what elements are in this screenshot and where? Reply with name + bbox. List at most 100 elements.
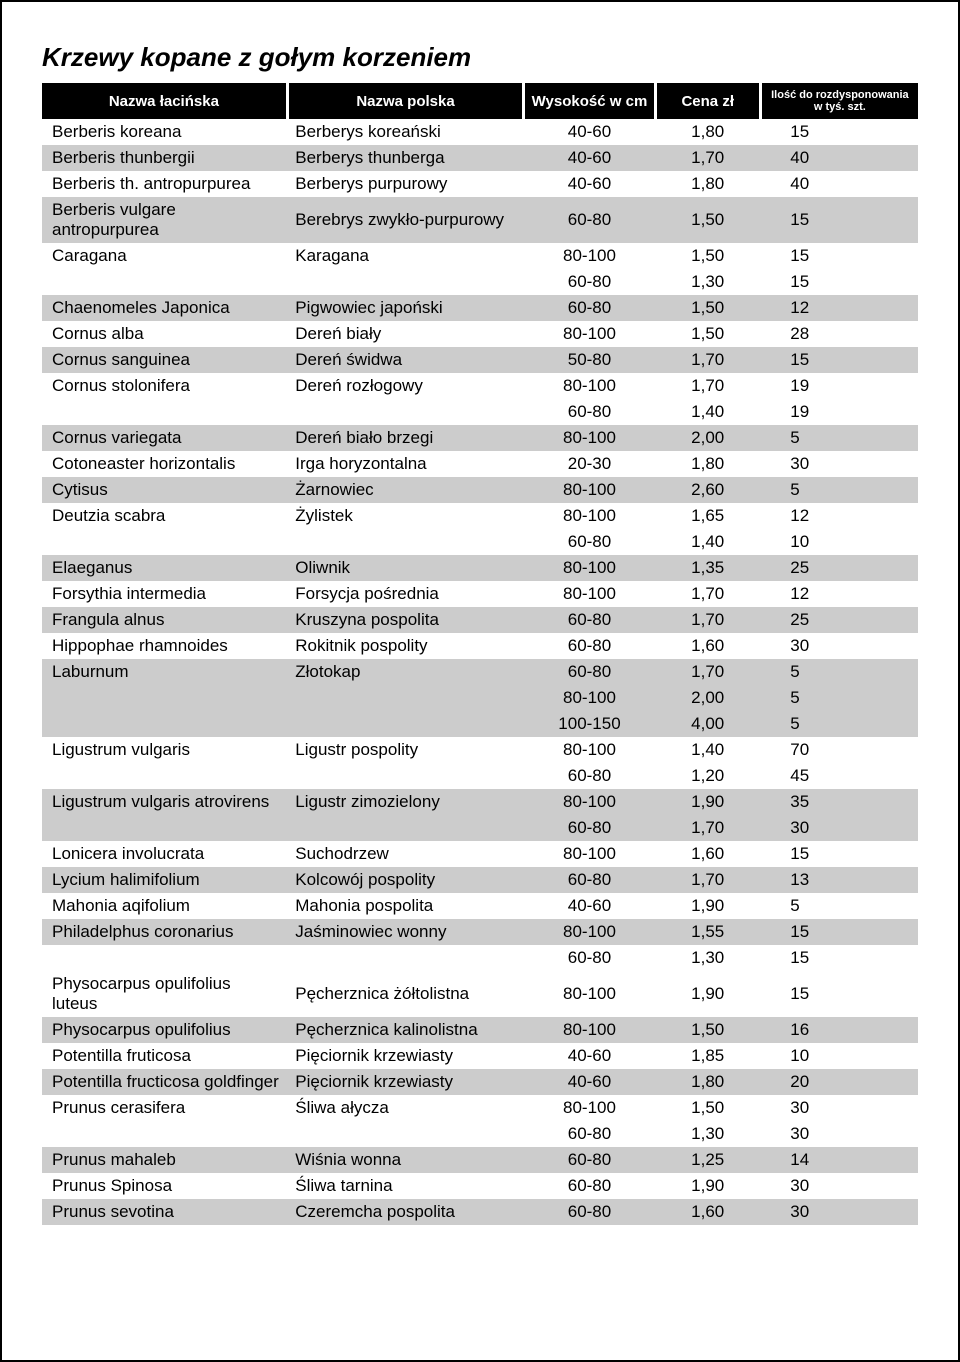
- table-row: 60-801,2045: [42, 763, 918, 789]
- cell-latin: [42, 399, 287, 425]
- table-row: Physocarpus opulifoliusPęcherznica kalin…: [42, 1017, 918, 1043]
- cell-price: 2,00: [655, 425, 760, 451]
- cell-polish: Oliwnik: [287, 555, 524, 581]
- cell-polish: Pięciornik krzewiasty: [287, 1043, 524, 1069]
- table-row: ElaeganusOliwnik80-1001,3525: [42, 555, 918, 581]
- cell-latin: Laburnum: [42, 659, 287, 685]
- cell-polish: Śliwa ałycza: [287, 1095, 524, 1121]
- cell-latin: [42, 685, 287, 711]
- cell-height: 60-80: [524, 1199, 655, 1225]
- cell-latin: [42, 945, 287, 971]
- cell-polish: Żarnowiec: [287, 477, 524, 503]
- cell-polish: [287, 1121, 524, 1147]
- table-header: Nazwa łacińska Nazwa polska Wysokość w c…: [42, 83, 918, 119]
- cell-price: 1,90: [655, 1173, 760, 1199]
- header-qty-line1: Ilość do rozdysponowania: [771, 89, 909, 101]
- table-row: Frangula alnusKruszyna pospolita60-801,7…: [42, 607, 918, 633]
- cell-price: 1,70: [655, 145, 760, 171]
- cell-height: 60-80: [524, 1147, 655, 1173]
- cell-latin: Ligustrum vulgaris: [42, 737, 287, 763]
- cell-polish: [287, 399, 524, 425]
- cell-height: 80-100: [524, 555, 655, 581]
- cell-qty: 13: [760, 867, 918, 893]
- cell-latin: Berberis vulgare antropurpurea: [42, 197, 287, 243]
- cell-price: 1,90: [655, 789, 760, 815]
- cell-qty: 10: [760, 529, 918, 555]
- cell-qty: 25: [760, 555, 918, 581]
- cell-height: 60-80: [524, 633, 655, 659]
- table-row: Potentilla fructicosa goldfingerPięciorn…: [42, 1069, 918, 1095]
- cell-price: 4,00: [655, 711, 760, 737]
- cell-price: 1,65: [655, 503, 760, 529]
- table-row: Cornus variegataDereń biało brzegi80-100…: [42, 425, 918, 451]
- header-qty-line2: w tyś. szt.: [814, 101, 866, 113]
- cell-qty: 15: [760, 919, 918, 945]
- cell-height: 60-80: [524, 763, 655, 789]
- cell-qty: 40: [760, 171, 918, 197]
- table-row: 60-801,4010: [42, 529, 918, 555]
- cell-latin: Physocarpus opulifolius: [42, 1017, 287, 1043]
- cell-polish: [287, 711, 524, 737]
- cell-polish: Kruszyna pospolita: [287, 607, 524, 633]
- cell-latin: Prunus cerasifera: [42, 1095, 287, 1121]
- cell-height: 80-100: [524, 321, 655, 347]
- cell-polish: Żylistek: [287, 503, 524, 529]
- cell-height: 60-80: [524, 269, 655, 295]
- cell-latin: Deutzia scabra: [42, 503, 287, 529]
- cell-qty: 20: [760, 1069, 918, 1095]
- cell-qty: 28: [760, 321, 918, 347]
- cell-polish: [287, 945, 524, 971]
- cell-price: 1,50: [655, 197, 760, 243]
- cell-qty: 30: [760, 1095, 918, 1121]
- cell-latin: Cornus stolonifera: [42, 373, 287, 399]
- cell-polish: Karagana: [287, 243, 524, 269]
- cell-latin: Cotoneaster horizontalis: [42, 451, 287, 477]
- cell-polish: Suchodrzew: [287, 841, 524, 867]
- cell-qty: 15: [760, 269, 918, 295]
- cell-qty: 5: [760, 711, 918, 737]
- table-row: Cornus stoloniferaDereń rozłogowy80-1001…: [42, 373, 918, 399]
- cell-price: 1,40: [655, 399, 760, 425]
- cell-height: 80-100: [524, 737, 655, 763]
- header-qty: Ilość do rozdysponowania w tyś. szt.: [760, 83, 918, 119]
- cell-qty: 5: [760, 425, 918, 451]
- table-row: Mahonia aqifoliumMahonia pospolita40-601…: [42, 893, 918, 919]
- table-row: LaburnumZłotokap60-801,705: [42, 659, 918, 685]
- header-price: Cena zł: [655, 83, 760, 119]
- table-row: Cotoneaster horizontalisIrga horyzontaln…: [42, 451, 918, 477]
- cell-qty: 30: [760, 1121, 918, 1147]
- table-row: 60-801,4019: [42, 399, 918, 425]
- cell-price: 1,30: [655, 269, 760, 295]
- table-row: Cornus albaDereń biały80-1001,5028: [42, 321, 918, 347]
- cell-polish: [287, 685, 524, 711]
- cell-qty: 15: [760, 945, 918, 971]
- table-row: Prunus sevotinaCzeremcha pospolita60-801…: [42, 1199, 918, 1225]
- cell-height: 60-80: [524, 295, 655, 321]
- cell-latin: Philadelphus coronarius: [42, 919, 287, 945]
- cell-polish: Złotokap: [287, 659, 524, 685]
- cell-polish: Śliwa tarnina: [287, 1173, 524, 1199]
- cell-latin: Prunus sevotina: [42, 1199, 287, 1225]
- header-latin: Nazwa łacińska: [42, 83, 287, 119]
- cell-price: 1,85: [655, 1043, 760, 1069]
- cell-height: 80-100: [524, 373, 655, 399]
- table-row: Prunus SpinosaŚliwa tarnina60-801,9030: [42, 1173, 918, 1199]
- cell-polish: Dereń biało brzegi: [287, 425, 524, 451]
- cell-qty: 30: [760, 1199, 918, 1225]
- cell-latin: [42, 711, 287, 737]
- cell-price: 1,60: [655, 841, 760, 867]
- cell-qty: 30: [760, 1173, 918, 1199]
- cell-qty: 70: [760, 737, 918, 763]
- cell-height: 60-80: [524, 867, 655, 893]
- cell-price: 1,40: [655, 737, 760, 763]
- cell-qty: 30: [760, 451, 918, 477]
- table-row: CytisusŻarnowiec80-1002,605: [42, 477, 918, 503]
- cell-latin: Forsythia intermedia: [42, 581, 287, 607]
- cell-polish: Dereń świdwa: [287, 347, 524, 373]
- cell-price: 1,80: [655, 119, 760, 145]
- cell-qty: 40: [760, 145, 918, 171]
- table-row: Berberis th. antropurpureaBerberys purpu…: [42, 171, 918, 197]
- table-row: Philadelphus coronariusJaśminowiec wonny…: [42, 919, 918, 945]
- cell-price: 1,30: [655, 1121, 760, 1147]
- cell-polish: [287, 269, 524, 295]
